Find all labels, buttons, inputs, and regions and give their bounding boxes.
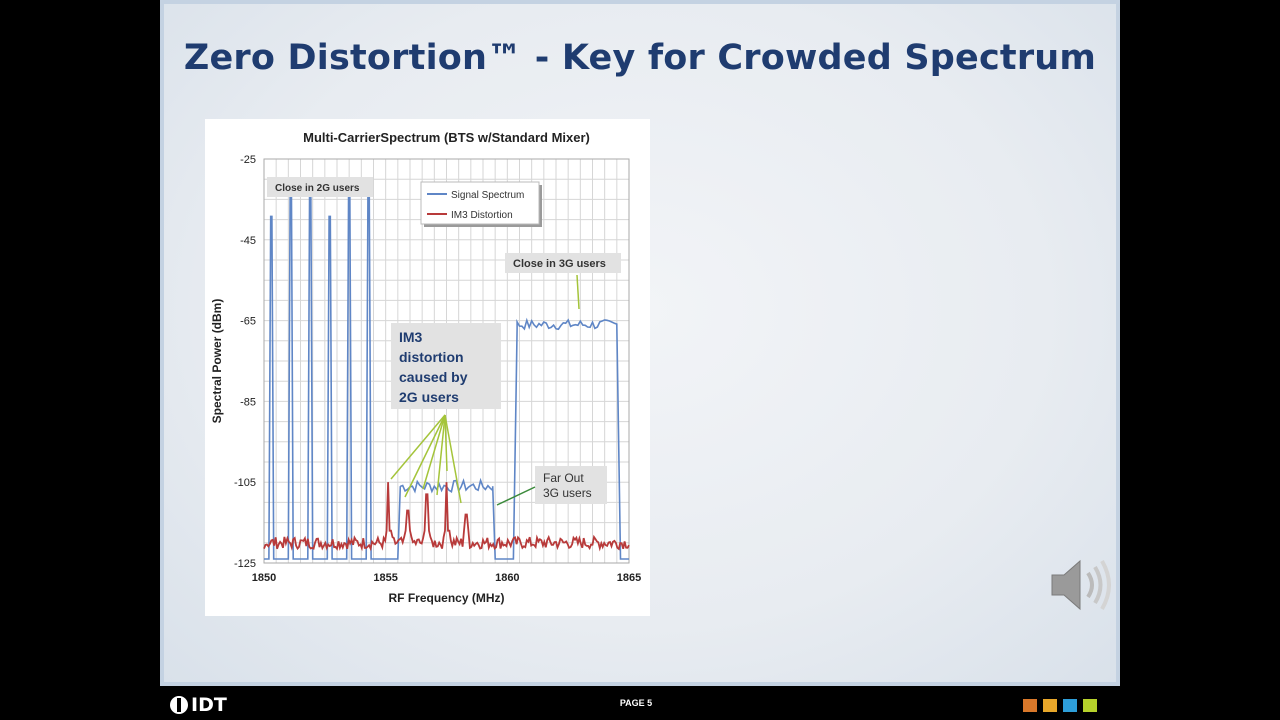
annotation-arrow [436,414,446,496]
brand-square [1023,699,1037,712]
brand-square [1043,699,1057,712]
y-axis-label: Spectral Power (dBm) [210,299,224,424]
y-tick-label: -65 [240,316,256,328]
x-axis-label: RF Frequency (MHz) [388,591,504,605]
annotation-far-out-line: 3G users [543,486,592,500]
annotation-arrow [496,486,536,506]
legend-label-im3: IM3 Distortion [451,210,513,221]
idt-logo: IDT [170,692,227,718]
legend-box [420,181,540,225]
annotation-box [391,323,501,409]
annotation-arrow [576,274,580,310]
annotation-arrow [422,414,446,490]
y-tick-label: -125 [234,558,256,570]
annotation-box [535,466,607,504]
annotation-im3-line: 2G users [399,389,459,405]
speaker-icon[interactable] [1050,555,1120,615]
y-tick-label: -85 [240,396,256,408]
x-tick-label: 1865 [617,572,641,584]
slide-title: Zero Distortion™ - Key for Crowded Spect… [183,38,1097,78]
annotation-box [505,253,621,273]
slide: Zero Distortion™ - Key for Crowded Spect… [160,0,1120,686]
annotation-far-out-line: Far Out [543,471,584,485]
plot-frame [263,158,630,564]
logo-text: IDT [191,694,227,716]
annotation-arrow [444,414,448,472]
annotation-im3-line: IM3 [399,329,423,345]
annotation-im3-line: distortion [399,349,464,365]
annotation-im3-line: caused by [399,369,468,385]
annotation-arrow [444,414,462,504]
annotation-box [267,177,373,197]
annotation-3g: Close in 3G users [513,258,606,270]
page-number: PAGE 5 [619,698,653,708]
x-tick-label: 1855 [373,572,397,584]
spectrum-chart: -25 -45 -65 -85 -105 -125 1850 1855 1860 1865 Mult… [210,130,641,605]
brand-square [1083,699,1097,712]
brand-squares [1023,699,1097,712]
y-tick-label: -105 [234,477,256,489]
annotation-2g: Close in 2G users [275,183,360,194]
legend-label-signal: Signal Spectrum [451,190,524,201]
annotation-arrow [404,414,446,498]
im3-distortion-line [263,482,630,552]
chart-title: Multi-CarrierSpectrum (BTS w/Standard Mi… [303,130,590,145]
x-tick-label: 1860 [495,572,519,584]
annotation-arrow [390,414,446,480]
chart-container: -25 -45 -65 -85 -105 -125 1850 1855 1860 1865 Mult… [205,119,650,616]
brand-square [1063,699,1077,712]
signal-spectrum-line [264,179,629,560]
y-tick-label: -25 [240,154,256,166]
y-tick-label: -45 [240,235,256,247]
logo-mark-icon [170,696,188,714]
x-tick-label: 1850 [252,572,276,584]
